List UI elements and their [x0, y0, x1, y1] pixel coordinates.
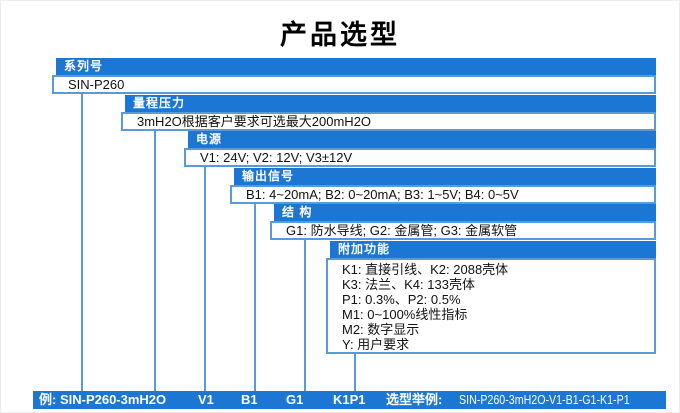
example-code-structure: G1 [286, 392, 304, 407]
addon-line-m1: M1: 0~100%线性指标 [342, 307, 468, 322]
selection-example-label: 选型举例: [386, 392, 443, 407]
connector-line-output-signal [254, 204, 256, 391]
connector-line-addons [354, 354, 356, 391]
addon-line-y: Y: 用户要求 [342, 337, 410, 352]
option-header-addons: 附加功能 [330, 241, 656, 258]
option-value-output-signal: B1: 4~20mA; B2: 0~20mA; B3: 1~5V; B4: 0~… [230, 185, 656, 204]
addon-line-m2: M2: 数字显示 [342, 322, 420, 337]
option-header-pressure-range: 量程压力 [125, 95, 656, 112]
option-value-power: V1: 24V; V2: 12V; V3±12V [184, 148, 656, 167]
connector-line-structure [304, 240, 306, 391]
option-header-power: 电源 [188, 131, 656, 148]
connector-line-power [204, 167, 206, 391]
selection-example-value: SIN-P260-3mH2O-V1-B1-G1-K1-P1 [459, 392, 630, 407]
example-code-power: V1 [198, 392, 214, 407]
example-label: 例: SIN-P260-3mH2O [39, 392, 167, 407]
option-value-pressure-range: 3mH2O根据客户要求可选最大200mH2O [121, 112, 656, 131]
option-value-series: SIN-P260 [52, 75, 656, 94]
addon-line-p1-p2: P1: 0.3%、P2: 0.5% [342, 292, 461, 307]
option-value-addons: K1: 直接引线、K2: 2088壳体 K3: 法兰、K4: 133壳体 P1:… [326, 258, 656, 354]
option-header-output-signal: 输出信号 [234, 168, 656, 185]
connector-line-series [81, 94, 83, 391]
example-code-output: B1 [241, 392, 258, 407]
option-header-structure: 结 构 [274, 204, 656, 221]
option-header-series: 系列号 [56, 58, 656, 75]
page-title: 产品选型 [280, 20, 400, 50]
connector-line-pressure-range [154, 131, 156, 391]
example-bar: 例: SIN-P260-3mH2O V1 B1 G1 K1P1 选型举例: SI… [33, 391, 666, 409]
addon-line-k1-k2: K1: 直接引线、K2: 2088壳体 [342, 262, 509, 277]
option-value-structure: G1: 防水导线; G2: 金属管; G3: 金属软管 [270, 221, 656, 240]
addon-line-k3-k4: K3: 法兰、K4: 133壳体 [342, 277, 475, 292]
example-code-addons: K1P1 [333, 392, 366, 407]
